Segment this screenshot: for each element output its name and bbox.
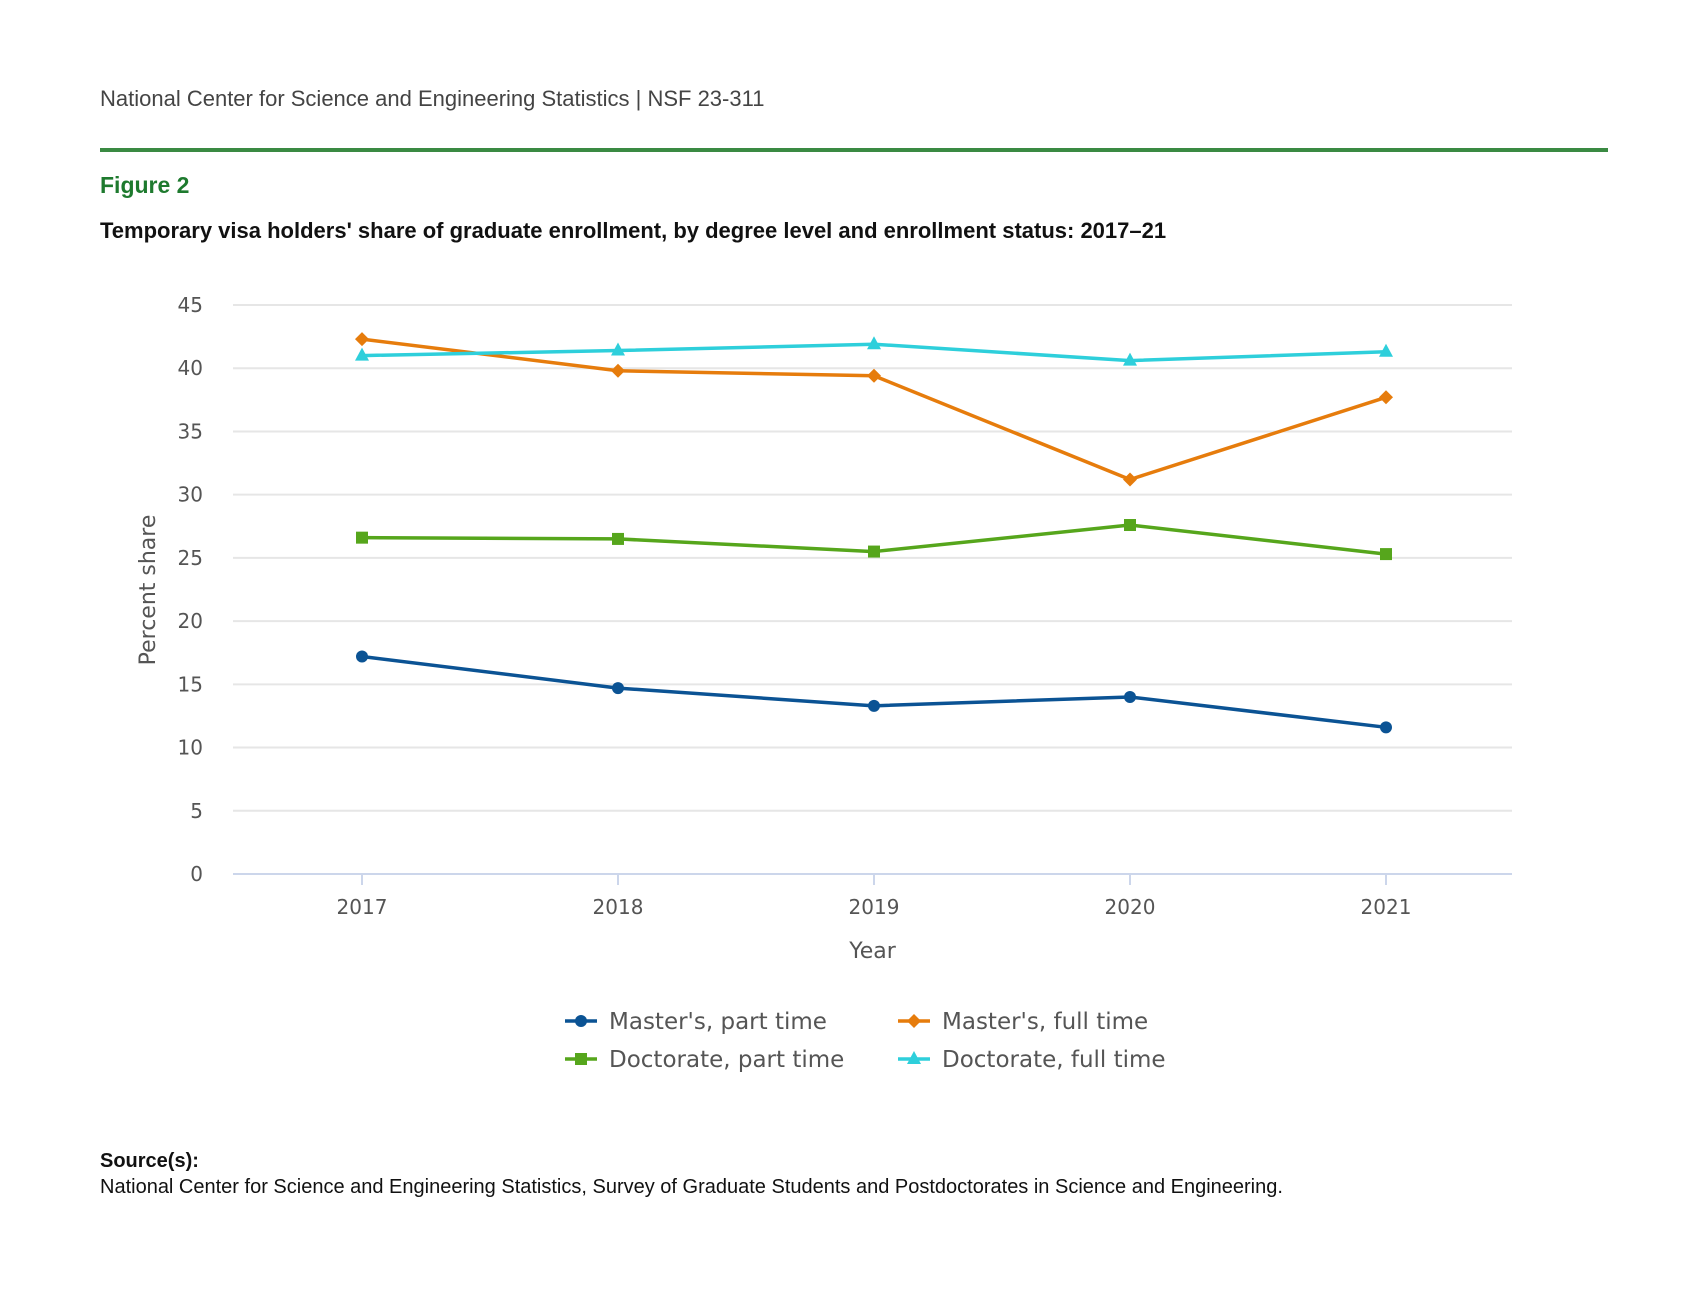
data-point bbox=[611, 342, 625, 356]
legend-marker bbox=[575, 1053, 587, 1065]
y-tick-label: 25 bbox=[178, 546, 203, 570]
chart-title: Temporary visa holders' share of graduat… bbox=[100, 218, 1167, 243]
data-point bbox=[1380, 721, 1392, 734]
y-tick-label: 10 bbox=[178, 736, 203, 760]
y-tick-label: 0 bbox=[190, 862, 203, 886]
x-tick-label: 2021 bbox=[1361, 895, 1412, 919]
data-point bbox=[1123, 352, 1137, 366]
legend-marker bbox=[907, 1014, 921, 1028]
x-axis-label: Year bbox=[848, 939, 897, 964]
header-divider bbox=[100, 148, 1608, 152]
legend-label: Master's, part time bbox=[609, 1009, 827, 1035]
series-line bbox=[361, 337, 1387, 482]
data-point bbox=[1123, 472, 1137, 487]
figure-label: Figure 2 bbox=[100, 172, 190, 198]
legend-label: Master's, full time bbox=[942, 1009, 1148, 1035]
x-tick-label: 2018 bbox=[593, 895, 644, 919]
data-point bbox=[1124, 690, 1136, 703]
y-tick-label: 40 bbox=[178, 356, 203, 380]
data-point bbox=[1124, 519, 1136, 532]
legend-item[interactable]: Doctorate, part time bbox=[565, 1047, 844, 1073]
data-point bbox=[612, 532, 624, 545]
legend-label: Doctorate, part time bbox=[609, 1047, 844, 1073]
series-2 bbox=[356, 519, 1392, 561]
legend-label: Doctorate, full time bbox=[942, 1047, 1166, 1073]
y-tick-label: 5 bbox=[190, 799, 203, 823]
legend-item[interactable]: Master's, part time bbox=[565, 1009, 827, 1035]
data-point bbox=[1379, 343, 1393, 357]
data-point bbox=[868, 699, 880, 712]
data-point bbox=[355, 347, 369, 361]
series-1 bbox=[355, 332, 1393, 487]
legend-marker bbox=[575, 1015, 587, 1027]
series-3 bbox=[355, 336, 1393, 366]
data-point bbox=[868, 545, 880, 558]
source-heading: Source(s): bbox=[100, 1150, 199, 1172]
data-point bbox=[1379, 390, 1393, 405]
report-header: National Center for Science and Engineer… bbox=[100, 86, 765, 111]
series-line bbox=[361, 654, 1387, 730]
x-tick-label: 2017 bbox=[337, 895, 388, 919]
series-0 bbox=[356, 650, 1392, 734]
y-tick-label: 15 bbox=[178, 672, 203, 696]
y-tick-label: 30 bbox=[178, 483, 203, 507]
y-axis-label: Percent share bbox=[136, 515, 161, 666]
x-tick-label: 2020 bbox=[1105, 895, 1156, 919]
data-point bbox=[355, 332, 369, 347]
legend-marker bbox=[907, 1051, 921, 1064]
y-tick-label: 35 bbox=[178, 419, 203, 443]
data-point bbox=[611, 363, 625, 378]
data-point bbox=[1380, 548, 1392, 561]
data-point bbox=[867, 368, 881, 383]
y-tick-label: 20 bbox=[178, 609, 203, 633]
data-point bbox=[867, 336, 881, 350]
source-text: National Center for Science and Engineer… bbox=[100, 1176, 1283, 1198]
data-point bbox=[356, 531, 368, 544]
legend-item[interactable]: Master's, full time bbox=[898, 1009, 1148, 1035]
y-tick-label: 45 bbox=[178, 293, 203, 317]
data-point bbox=[612, 682, 624, 695]
legend-item[interactable]: Doctorate, full time bbox=[898, 1047, 1166, 1073]
x-tick-label: 2019 bbox=[849, 895, 900, 919]
data-point bbox=[356, 650, 368, 663]
